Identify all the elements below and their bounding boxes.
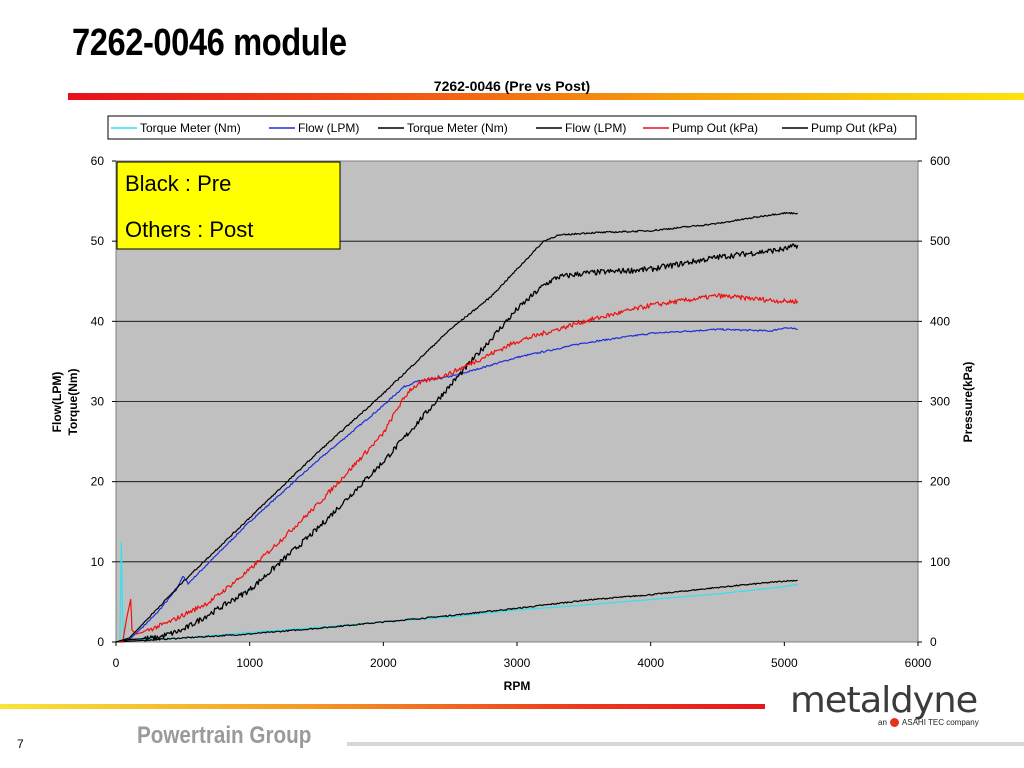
chart: 7262-0046 (Pre vs Post) Torque Meter (Nm… bbox=[50, 78, 975, 693]
x-tick-label: 3000 bbox=[504, 656, 531, 670]
chart-title: 7262-0046 (Pre vs Post) bbox=[434, 78, 590, 94]
legend-label-1: Torque Meter (Nm) bbox=[140, 121, 241, 135]
y2-tick-label: 400 bbox=[930, 314, 950, 328]
series-line-3 bbox=[115, 579, 798, 643]
asahi-mark-icon bbox=[890, 718, 900, 728]
y2-tick-label: 0 bbox=[930, 635, 937, 649]
gridlines bbox=[116, 240, 918, 563]
y-axis-label-torque: Torque(Nm) bbox=[66, 368, 80, 435]
legend-label-2: Flow (LPM) bbox=[298, 121, 359, 135]
y-tick-label: 30 bbox=[91, 395, 105, 409]
y-tick-label: 0 bbox=[97, 635, 104, 649]
y-tick-label: 60 bbox=[91, 154, 105, 168]
legend-label-3: Torque Meter (Nm) bbox=[407, 121, 508, 135]
annotation-line-others: Others : Post bbox=[125, 217, 253, 242]
metaldyne-logo: metaldyne an ASAHI TEC company bbox=[790, 680, 990, 732]
page-number: 7 bbox=[17, 737, 24, 751]
x-tick-label: 4000 bbox=[637, 656, 664, 670]
y-tick-label: 50 bbox=[91, 234, 105, 248]
y-axis-label-flow: Flow(LPM) bbox=[50, 372, 64, 433]
logo-wordmark: metaldyne bbox=[790, 680, 978, 721]
logo-tagline-prefix: an bbox=[878, 718, 887, 727]
y2-tick-label: 500 bbox=[930, 234, 950, 248]
annotation-box: Black : Pre Others : Post bbox=[116, 161, 341, 250]
x-tick-label: 5000 bbox=[771, 656, 798, 670]
logo-tagline-company: ASAHI TEC company bbox=[901, 718, 979, 727]
x-axis-label: RPM bbox=[504, 679, 531, 693]
y-tick-label: 40 bbox=[91, 314, 105, 328]
y2-tick-label: 600 bbox=[930, 154, 950, 168]
footer-group-name: Powertrain Group bbox=[137, 722, 312, 749]
x-tick-label: 1000 bbox=[236, 656, 263, 670]
chart-series bbox=[115, 211, 799, 643]
x-tick-label: 0 bbox=[113, 656, 120, 670]
y-tick-label: 10 bbox=[91, 555, 105, 569]
x-tick-label: 2000 bbox=[370, 656, 397, 670]
footer-color-bar bbox=[0, 704, 765, 709]
y2-axis-label: Pressure(kPa) bbox=[961, 362, 975, 443]
footer-divider bbox=[347, 742, 1024, 746]
annotation-background bbox=[116, 161, 341, 250]
series-line-2 bbox=[115, 327, 798, 643]
legend-label-5: Pump Out (kPa) bbox=[672, 121, 758, 135]
annotation-line-pre: Black : Pre bbox=[125, 171, 231, 196]
y-tick-label: 20 bbox=[91, 475, 105, 489]
x-tick-label: 6000 bbox=[905, 656, 932, 670]
legend-box bbox=[107, 115, 917, 140]
y2-tick-label: 200 bbox=[930, 475, 950, 489]
chart-legend: Torque Meter (Nm) Flow (LPM) Torque Meter … bbox=[107, 115, 917, 140]
title-underline-bar bbox=[68, 93, 1024, 100]
y2-tick-label: 300 bbox=[930, 395, 950, 409]
logo-tagline: an ASAHI TEC company bbox=[878, 718, 979, 728]
series-line-5 bbox=[116, 293, 799, 643]
series-line-4 bbox=[115, 243, 799, 643]
series-line-6 bbox=[115, 211, 799, 643]
legend-label-6: Pump Out (kPa) bbox=[811, 121, 897, 135]
slide-title: 7262-0046 module bbox=[72, 22, 347, 64]
legend-label-4: Flow (LPM) bbox=[565, 121, 626, 135]
y2-tick-label: 100 bbox=[930, 555, 950, 569]
